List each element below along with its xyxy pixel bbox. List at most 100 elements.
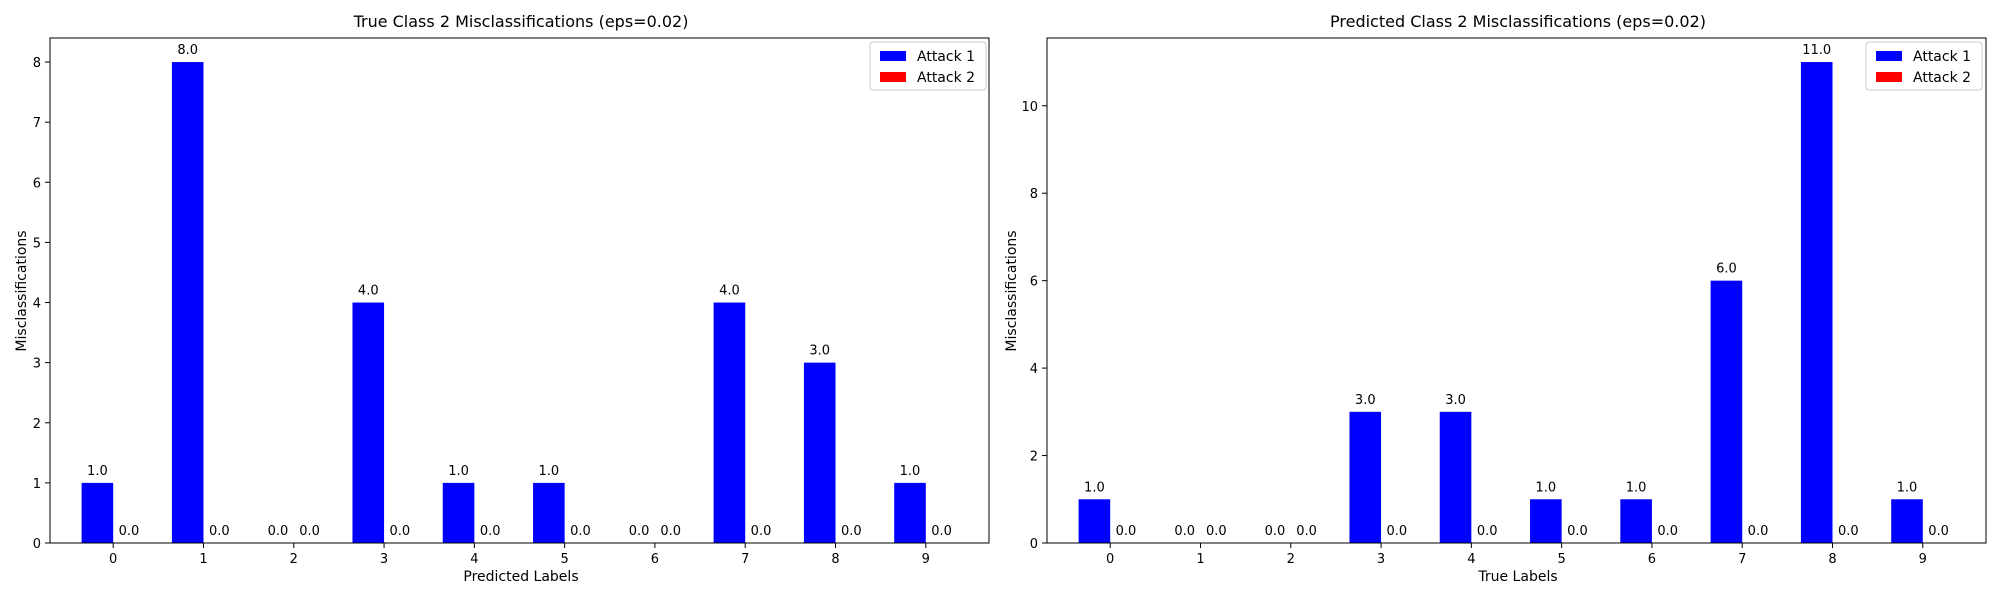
data-label-attack-2-6: 0.0 xyxy=(1657,524,1678,539)
data-label-attack-1-8: 11.0 xyxy=(1802,43,1831,58)
y-tick-label-4: 4 xyxy=(33,297,41,312)
x-tick-label-7: 7 xyxy=(1738,552,1746,567)
data-label-attack-2-9: 0.0 xyxy=(1928,524,1949,539)
y-tick-label-6: 6 xyxy=(33,176,41,191)
bar-attack-1-8 xyxy=(1800,62,1833,544)
chart-right-ylabel: Misclassifications xyxy=(1004,230,1020,351)
x-tick-label-2: 2 xyxy=(1287,552,1295,567)
x-tick-label-6: 6 xyxy=(1648,552,1656,567)
x-tick-label-0: 0 xyxy=(109,552,117,567)
data-label-attack-2-2: 0.0 xyxy=(299,524,320,539)
y-tick-label-8: 8 xyxy=(1030,187,1038,202)
y-tick-label-1: 1 xyxy=(33,477,41,492)
x-tick-label-9: 9 xyxy=(1919,552,1927,567)
bar-attack-1-4 xyxy=(442,482,475,543)
bar-attack-1-8 xyxy=(803,362,836,543)
x-tick-label-1: 1 xyxy=(199,552,207,567)
x-tick-label-4: 4 xyxy=(470,552,478,567)
bar-attack-1-5 xyxy=(533,482,565,543)
y-tick-label-8: 8 xyxy=(33,56,41,71)
bar-attack-1-9 xyxy=(894,482,926,543)
data-label-attack-2-3: 0.0 xyxy=(1387,524,1408,539)
x-tick-label-4: 4 xyxy=(1467,552,1475,567)
chart-left-legend: Attack 1 Attack 2 xyxy=(869,41,987,91)
bar-attack-1-6 xyxy=(1620,499,1652,543)
x-tick-label-0: 0 xyxy=(1106,552,1114,567)
data-label-attack-2-7: 0.0 xyxy=(751,524,772,539)
chart-left-legend-label-attack-2: Attack 2 xyxy=(917,70,975,86)
chart-right-legend-swatch-attack-1 xyxy=(1876,51,1902,61)
x-tick-label-8: 8 xyxy=(1828,552,1836,567)
y-tick-label-0: 0 xyxy=(33,537,41,552)
chart-left-legend-swatch-attack-1 xyxy=(880,51,906,61)
data-label-attack-1-0: 1.0 xyxy=(1084,480,1105,495)
data-label-attack-1-4: 3.0 xyxy=(1445,393,1466,408)
x-tick-label-1: 1 xyxy=(1196,552,1204,567)
bar-attack-1-7 xyxy=(1710,280,1743,543)
data-label-attack-1-9: 1.0 xyxy=(1897,480,1918,495)
data-label-attack-2-4: 0.0 xyxy=(480,524,501,539)
x-tick-label-9: 9 xyxy=(922,552,930,567)
chart-right-legend-label-attack-1: Attack 1 xyxy=(1913,49,1971,65)
plot-frame xyxy=(49,37,990,544)
data-label-attack-2-4: 0.0 xyxy=(1477,524,1498,539)
chart-right-legend-label-attack-2: Attack 2 xyxy=(1913,70,1971,86)
y-tick-label-0: 0 xyxy=(1030,537,1038,552)
bar-attack-1-5 xyxy=(1530,499,1562,543)
data-label-attack-1-8: 3.0 xyxy=(809,344,830,359)
data-label-attack-1-3: 3.0 xyxy=(1355,393,1376,408)
data-label-attack-1-4: 1.0 xyxy=(448,464,469,479)
data-label-attack-1-6: 0.0 xyxy=(629,524,650,539)
bar-attack-1-0 xyxy=(1078,499,1111,543)
bar-attack-1-1 xyxy=(171,62,204,544)
bar-attack-1-3 xyxy=(352,302,385,543)
y-tick-label-4: 4 xyxy=(1030,362,1038,377)
bar-attack-1-3 xyxy=(1349,411,1382,543)
data-label-attack-1-9: 1.0 xyxy=(900,464,921,479)
data-label-attack-2-0: 0.0 xyxy=(119,524,140,539)
chart-left-xlabel: Predicted Labels xyxy=(463,569,578,585)
chart-left-plot: 1.08.00.04.01.0 1.00.04.03.01.00.0 0.0 0.0 0… xyxy=(33,37,990,567)
x-tick-label-2: 2 xyxy=(290,552,298,567)
data-label-attack-1-2: 0.0 xyxy=(1265,524,1286,539)
y-tick-label-2: 2 xyxy=(1030,450,1038,465)
chart-right-title: Predicted Class 2 Misclassifications (ep… xyxy=(1330,12,1706,31)
data-label-attack-2-7: 0.0 xyxy=(1748,524,1769,539)
x-tick-label-6: 6 xyxy=(651,552,659,567)
data-label-attack-1-0: 1.0 xyxy=(87,464,108,479)
chart-right: Predicted Class 2 Misclassifications (ep… xyxy=(1004,12,1987,585)
x-tick-label-3: 3 xyxy=(1377,552,1385,567)
data-label-attack-2-8: 0.0 xyxy=(1838,524,1859,539)
chart-left-title: True Class 2 Misclassifications (eps=0.0… xyxy=(353,12,689,31)
y-tick-label-3: 3 xyxy=(33,357,41,372)
data-label-attack-1-3: 4.0 xyxy=(358,284,379,299)
data-label-attack-1-5: 1.0 xyxy=(1535,480,1556,495)
bar-attack-1-7 xyxy=(713,302,746,543)
y-tick-label-6: 6 xyxy=(1030,275,1038,290)
chart-left: True Class 2 Misclassifications (eps=0.0… xyxy=(14,12,990,585)
bar-attack-1-9 xyxy=(1891,499,1923,543)
y-tick-label-7: 7 xyxy=(33,116,41,131)
bar-attack-1-0 xyxy=(81,482,114,543)
data-label-attack-2-0: 0.0 xyxy=(1116,524,1137,539)
data-label-attack-1-5: 1.0 xyxy=(538,464,559,479)
x-tick-label-3: 3 xyxy=(380,552,388,567)
x-tick-label-5: 5 xyxy=(561,552,569,567)
data-label-attack-2-3: 0.0 xyxy=(390,524,411,539)
data-label-attack-1-7: 4.0 xyxy=(719,284,740,299)
chart-right-legend-swatch-attack-2 xyxy=(1876,72,1902,82)
chart-right-xlabel: True Labels xyxy=(1477,569,1557,585)
y-tick-label-2: 2 xyxy=(33,417,41,432)
data-label-attack-1-1: 0.0 xyxy=(1174,524,1195,539)
data-label-attack-2-1: 0.0 xyxy=(1206,524,1227,539)
data-label-attack-2-6: 0.0 xyxy=(660,524,681,539)
chart-left-legend-label-attack-1: Attack 1 xyxy=(917,49,975,65)
bar-attack-1-4 xyxy=(1439,411,1472,543)
chart-right-plot: 1.0 0.0 0.0 3.0 3.0 1.0 1.0 6.0 11.0 1.0 0.0 0.0 0.0… xyxy=(1021,37,1987,567)
x-tick-label-8: 8 xyxy=(831,552,839,567)
y-tick-label-10: 10 xyxy=(1021,100,1038,115)
data-label-attack-1-1: 8.0 xyxy=(177,43,198,58)
x-tick-label-7: 7 xyxy=(741,552,749,567)
x-tick-label-5: 5 xyxy=(1558,552,1566,567)
